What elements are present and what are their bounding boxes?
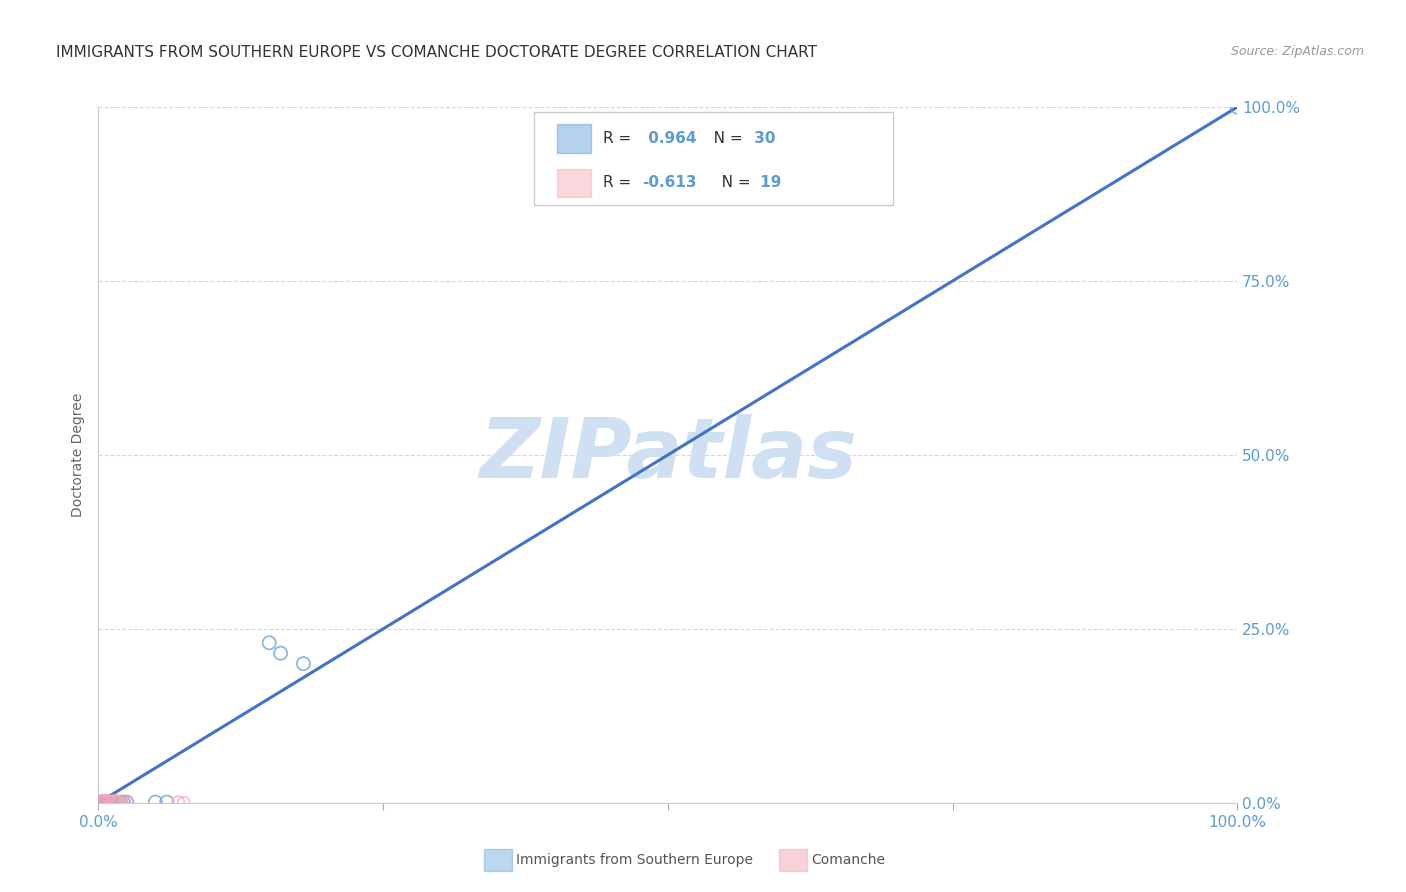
Point bbox=[110, 796, 132, 810]
Text: Comanche: Comanche bbox=[811, 853, 886, 867]
Point bbox=[167, 795, 190, 809]
Point bbox=[96, 796, 118, 810]
Point bbox=[94, 795, 117, 809]
Text: Immigrants from Southern Europe: Immigrants from Southern Europe bbox=[516, 853, 754, 867]
Point bbox=[96, 795, 118, 809]
Point bbox=[104, 795, 127, 809]
Text: IMMIGRANTS FROM SOUTHERN EUROPE VS COMANCHE DOCTORATE DEGREE CORRELATION CHART: IMMIGRANTS FROM SOUTHERN EUROPE VS COMAN… bbox=[56, 45, 817, 60]
Point bbox=[98, 795, 121, 809]
Text: -0.613: -0.613 bbox=[643, 176, 697, 190]
Point bbox=[96, 794, 118, 808]
Point bbox=[173, 796, 195, 810]
Point bbox=[112, 795, 135, 809]
Y-axis label: Doctorate Degree: Doctorate Degree bbox=[70, 392, 84, 517]
Point bbox=[156, 795, 179, 809]
Point bbox=[91, 795, 114, 809]
Text: 30: 30 bbox=[749, 131, 776, 145]
Point bbox=[145, 795, 167, 809]
Text: N =: N = bbox=[707, 176, 755, 190]
Point bbox=[96, 795, 118, 809]
Point bbox=[91, 795, 114, 809]
Point bbox=[101, 794, 124, 808]
Point bbox=[98, 795, 121, 809]
Text: R =: R = bbox=[603, 131, 637, 145]
Point bbox=[94, 795, 117, 809]
Point bbox=[105, 796, 128, 810]
Point bbox=[108, 795, 131, 809]
Text: N =: N = bbox=[699, 131, 747, 145]
Point bbox=[103, 795, 125, 809]
Text: 0.964: 0.964 bbox=[643, 131, 696, 145]
Point bbox=[90, 796, 112, 810]
Point bbox=[97, 796, 120, 810]
Point bbox=[105, 794, 128, 808]
Point bbox=[292, 657, 315, 671]
Point bbox=[115, 795, 138, 809]
Point bbox=[97, 794, 120, 808]
Point bbox=[103, 794, 125, 808]
Point bbox=[87, 796, 110, 810]
Text: 19: 19 bbox=[755, 176, 782, 190]
Point bbox=[90, 794, 112, 808]
Text: R =: R = bbox=[603, 176, 637, 190]
Text: ZIPatlas: ZIPatlas bbox=[479, 415, 856, 495]
Point bbox=[90, 795, 112, 809]
Point bbox=[108, 795, 131, 809]
Point bbox=[101, 795, 124, 809]
Point bbox=[87, 796, 110, 810]
Point bbox=[270, 646, 292, 660]
Point bbox=[90, 794, 112, 808]
Point bbox=[110, 794, 132, 808]
Point bbox=[93, 794, 115, 808]
Point bbox=[259, 636, 281, 650]
Point bbox=[93, 796, 115, 810]
Point bbox=[115, 795, 138, 809]
Text: Source: ZipAtlas.com: Source: ZipAtlas.com bbox=[1230, 45, 1364, 58]
Point bbox=[1226, 100, 1249, 114]
